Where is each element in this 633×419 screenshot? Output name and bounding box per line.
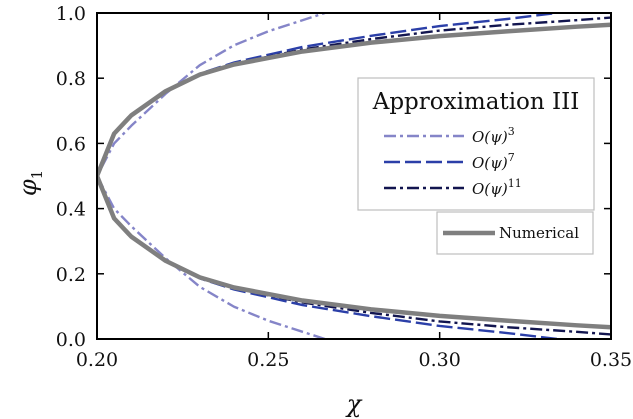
legend-main: Approximation III O(ψ)3 O(ψ)7 O(ψ)11 [357, 77, 595, 211]
y-tick-label-3: 0.4 [56, 199, 86, 221]
y-tick-label-5: 0.8 [56, 68, 86, 90]
y-axis-label: φ1 [14, 170, 46, 196]
y-tick-label-4: 0.6 [56, 133, 86, 155]
legend-label-4: Numerical [499, 224, 579, 242]
svg-text:φ1: φ1 [14, 170, 46, 196]
series-line-2 [97, 13, 558, 339]
legend-title: Approximation III [372, 89, 580, 115]
series-line-1 [97, 13, 326, 339]
y-axis-label-subscript: 1 [28, 170, 46, 180]
series-line-3 [97, 16, 611, 336]
series-line-4 [97, 22, 611, 330]
legend-label-3: O(ψ)11 [472, 177, 522, 198]
legend-numerical: Numerical [436, 211, 594, 255]
x-tick-label-1: 0.20 [76, 349, 118, 371]
legend-label-1: O(ψ)3 [472, 125, 515, 146]
x-tick-label-4: 0.35 [590, 349, 632, 371]
y-tick-label-2: 0.2 [56, 264, 86, 286]
y-tick-label-1: 0.0 [56, 329, 86, 351]
x-axis-label: χ [345, 390, 363, 418]
x-tick-label-3: 0.30 [419, 349, 461, 371]
plot-frame [96, 12, 612, 340]
series-layer [97, 13, 611, 339]
legend-main-box [357, 77, 595, 211]
y-axis-label-main: φ [14, 179, 42, 196]
legend-label-2: O(ψ)7 [472, 151, 515, 172]
ticks-layer: 0.20 0.25 0.30 0.35 0.0 0.2 0.4 0.6 0.8 1.0 [56, 3, 632, 371]
x-tick-label-2: 0.25 [247, 349, 289, 371]
y-tick-label-6: 1.0 [56, 3, 86, 25]
